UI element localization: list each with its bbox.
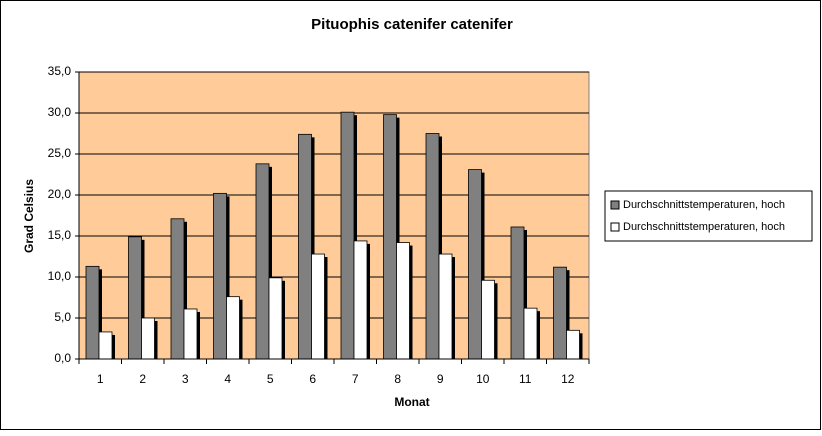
y-tick-label: 35,0 — [48, 64, 72, 78]
x-tick-label: 7 — [352, 372, 359, 386]
x-tick-label: 9 — [437, 372, 444, 386]
bar — [183, 308, 198, 360]
legend-swatch — [610, 222, 620, 232]
y-axis-label: Grad Celsius — [22, 179, 36, 253]
bar — [510, 226, 525, 360]
x-tick-label: 4 — [224, 372, 231, 386]
bar — [85, 265, 100, 360]
bar — [226, 296, 240, 360]
bar — [383, 114, 397, 360]
legend-box — [604, 190, 813, 242]
x-tick-label: 3 — [182, 372, 189, 386]
y-tick-label: 20,0 — [48, 187, 72, 201]
y-tick-label: 25,0 — [48, 146, 72, 160]
bar — [353, 240, 368, 360]
x-tick-label: 5 — [267, 372, 274, 386]
bar — [213, 192, 227, 360]
bar — [141, 317, 155, 360]
legend-swatch — [610, 200, 620, 210]
x-tick-label: 10 — [476, 372, 490, 386]
x-tick-label: 8 — [394, 372, 401, 386]
bar — [468, 169, 482, 360]
x-axis-label: Monat — [394, 395, 429, 409]
y-tick-label: 0,0 — [54, 351, 71, 365]
bar — [425, 133, 440, 360]
bar — [438, 253, 453, 360]
bar — [396, 242, 410, 360]
y-tick-label: 30,0 — [48, 105, 72, 119]
x-tick-label: 1 — [97, 372, 104, 386]
bar — [268, 277, 283, 360]
bar — [255, 163, 270, 360]
bar — [128, 236, 142, 360]
bar — [481, 279, 495, 360]
x-tick-label: 12 — [561, 372, 575, 386]
x-tick-label: 11 — [519, 372, 532, 386]
bar — [311, 253, 325, 360]
chart-title: Pituophis catenifer catenifer — [311, 16, 513, 33]
x-tick-label: 6 — [309, 372, 316, 386]
bar — [553, 266, 567, 360]
bar — [566, 329, 580, 360]
bar — [170, 218, 185, 360]
bar — [523, 307, 538, 360]
bar — [298, 133, 312, 360]
x-tick-label: 2 — [139, 372, 146, 386]
bar — [98, 331, 113, 360]
bar — [340, 111, 355, 360]
legend-label: Durchschnittstemperaturen, hoch — [623, 221, 785, 233]
y-tick-label: 5,0 — [54, 310, 71, 324]
y-tick-label: 15,0 — [48, 228, 72, 242]
plot-area — [78, 71, 590, 360]
legend-label: Durchschnittstemperaturen, hoch — [623, 199, 785, 211]
y-tick-label: 10,0 — [48, 269, 72, 283]
